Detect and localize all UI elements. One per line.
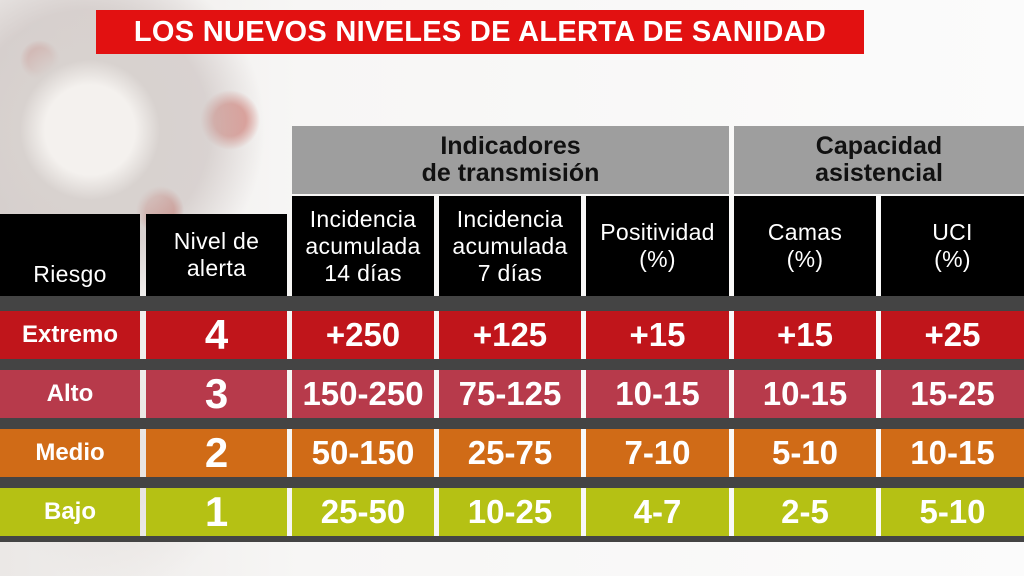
column-header-positividad: Positividad (%) xyxy=(586,196,729,296)
cell-uci: 15-25 xyxy=(881,370,1024,418)
column-header-riesgo: Riesgo xyxy=(0,214,140,296)
row-separator xyxy=(0,477,1024,488)
cell-riesgo: Alto xyxy=(0,370,140,418)
cell-nivel: 4 xyxy=(146,311,287,359)
cell-riesgo: Bajo xyxy=(0,488,140,536)
cell-ia7: 75-125 xyxy=(439,370,581,418)
cell-positividad: 10-15 xyxy=(586,370,729,418)
row-separator xyxy=(0,359,1024,370)
cell-positividad: 4-7 xyxy=(586,488,729,536)
cell-positividad: 7-10 xyxy=(586,429,729,477)
cell-camas: 5-10 xyxy=(734,429,876,477)
cell-uci: 5-10 xyxy=(881,488,1024,536)
cell-nivel: 3 xyxy=(146,370,287,418)
cell-camas: +15 xyxy=(734,311,876,359)
cell-ia14: 150-250 xyxy=(292,370,434,418)
column-header-uci: UCI (%) xyxy=(881,196,1024,296)
row-separator xyxy=(0,296,1024,311)
cell-riesgo: Extremo xyxy=(0,311,140,359)
cell-uci: 10-15 xyxy=(881,429,1024,477)
group-header-transmission: Indicadores de transmisión xyxy=(292,126,729,194)
column-header-nivel: Nivel de alerta xyxy=(146,214,287,296)
cell-nivel: 2 xyxy=(146,429,287,477)
cell-riesgo: Medio xyxy=(0,429,140,477)
cell-camas: 2-5 xyxy=(734,488,876,536)
cell-ia14: 50-150 xyxy=(292,429,434,477)
cell-nivel: 1 xyxy=(146,488,287,536)
cell-ia14: +250 xyxy=(292,311,434,359)
column-header-ia7: Incidencia acumulada 7 días xyxy=(439,196,581,296)
group-header-capacity: Capacidad asistencial xyxy=(734,126,1024,194)
row-separator xyxy=(0,418,1024,429)
column-header-ia14: Incidencia acumulada 14 días xyxy=(292,196,434,296)
cell-ia7: +125 xyxy=(439,311,581,359)
cell-ia7: 25-75 xyxy=(439,429,581,477)
page-title: LOS NUEVOS NIVELES DE ALERTA DE SANIDAD xyxy=(96,10,864,54)
column-header-camas: Camas (%) xyxy=(734,196,876,296)
cell-positividad: +15 xyxy=(586,311,729,359)
cell-ia14: 25-50 xyxy=(292,488,434,536)
cell-uci: +25 xyxy=(881,311,1024,359)
cell-ia7: 10-25 xyxy=(439,488,581,536)
cell-camas: 10-15 xyxy=(734,370,876,418)
table-bottom-edge xyxy=(0,536,1024,542)
